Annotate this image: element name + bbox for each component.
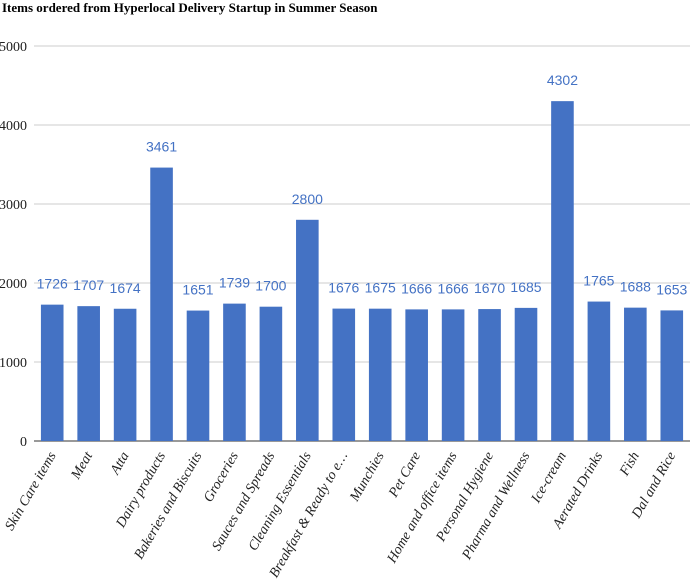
bar (223, 303, 246, 441)
x-tick-label: Fish (617, 450, 643, 480)
data-label: 1653 (656, 281, 687, 297)
bar (186, 310, 210, 441)
x-tick-label: Bakeries and Biscuits (132, 449, 206, 562)
data-label: 1651 (182, 282, 213, 298)
data-label: 1666 (438, 280, 469, 296)
bar (332, 308, 356, 441)
bar (259, 306, 283, 441)
data-label: 1688 (620, 279, 651, 295)
gridlines (34, 45, 690, 442)
x-tick-label: Atta (107, 450, 132, 479)
bar (624, 307, 647, 441)
bar (296, 219, 319, 441)
bars (40, 101, 684, 441)
bar (40, 304, 64, 441)
data-label: 1670 (474, 280, 505, 296)
data-label: 4302 (547, 72, 578, 88)
bar (478, 309, 501, 441)
data-label: 1675 (365, 280, 396, 296)
bar (587, 301, 611, 441)
data-label: 3461 (146, 139, 177, 155)
data-label: 1685 (510, 279, 541, 295)
data-label: 1674 (110, 280, 141, 296)
y-tick-label: 0 (20, 435, 27, 450)
bar (660, 310, 684, 441)
y-tick-label: 4000 (0, 119, 27, 134)
bar (551, 101, 574, 441)
data-label: 1726 (37, 276, 68, 292)
data-label: 1676 (328, 280, 359, 296)
data-label: 1700 (255, 278, 286, 294)
data-labels: 1726 1707 1674 3461 1651 1739 1700 2800 1676 1675… (37, 72, 688, 297)
y-tick-label: 2000 (0, 277, 27, 292)
y-tick-labels: 0 1000 2000 3000 4000 5000 (0, 40, 27, 450)
x-tick-label: Meat (68, 449, 96, 483)
data-label: 2800 (292, 191, 323, 207)
bar (113, 308, 137, 441)
bar (150, 167, 173, 441)
y-tick-label: 3000 (0, 198, 27, 213)
x-tick-label: Skin Care items (3, 449, 60, 533)
bar (405, 309, 428, 441)
bar (441, 309, 465, 441)
bar (77, 306, 100, 441)
data-label: 1707 (73, 277, 104, 293)
x-tick-label: Ice-cream (528, 450, 570, 507)
bar (368, 308, 392, 441)
bar (514, 307, 538, 441)
data-label: 1666 (401, 280, 432, 296)
x-tick-label: Munchies (347, 449, 388, 505)
data-label: 1739 (219, 275, 250, 291)
y-tick-label: 1000 (0, 356, 27, 371)
data-label: 1765 (583, 273, 614, 289)
x-tick-label: Pet Care (386, 450, 424, 501)
x-tick-label: Groceries (201, 449, 242, 505)
x-tick-label: Pharma and Wellness (459, 449, 534, 563)
y-tick-label: 5000 (0, 40, 27, 55)
chart-title: Items ordered from Hyperlocal Delivery S… (2, 0, 378, 15)
